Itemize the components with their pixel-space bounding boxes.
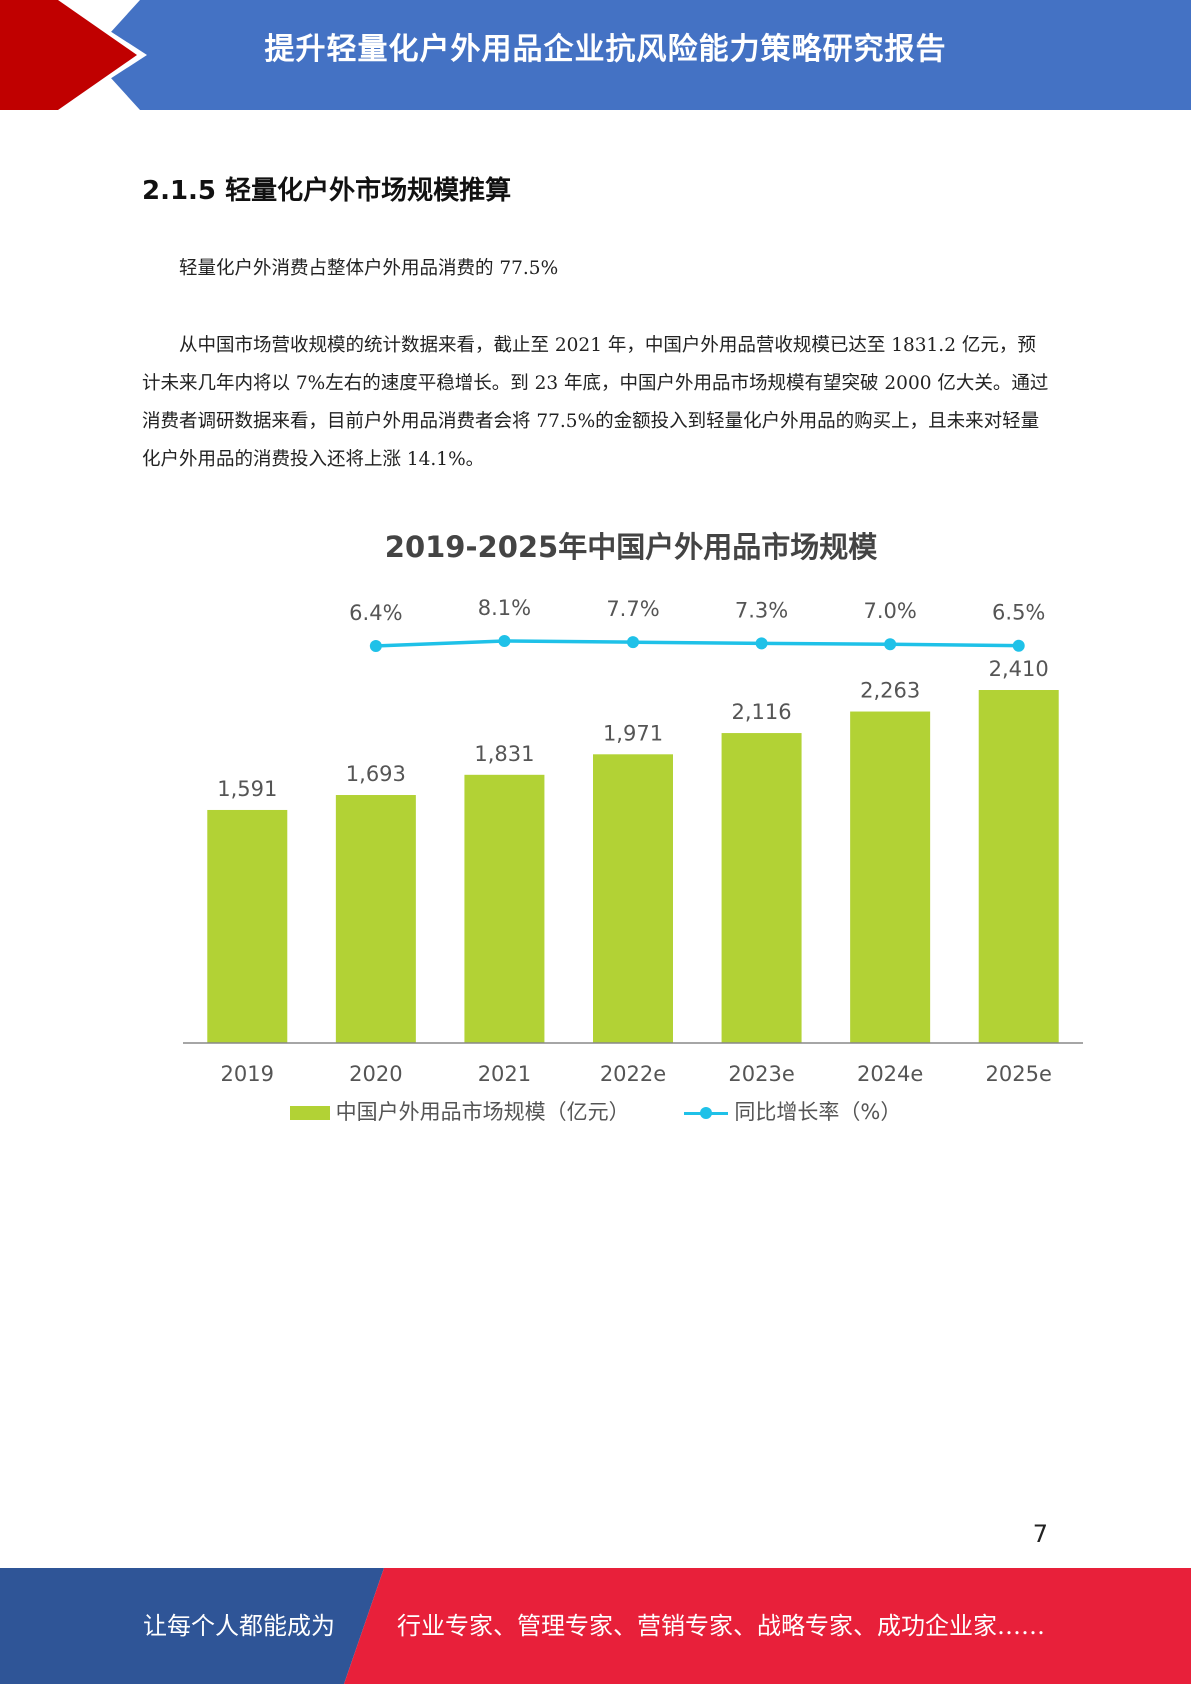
footer-band: 让每个人都能成为 行业专家、管理专家、营销专家、战略专家、成功企业家…… bbox=[0, 1568, 1191, 1684]
legend-label-growth-rate: 同比增长率（%） bbox=[734, 1100, 902, 1124]
report-title: 提升轻量化户外用品企业抗风险能力策略研究报告 bbox=[264, 32, 947, 67]
x-tick-label-2021: 2021 bbox=[478, 1062, 531, 1086]
legend-line-swatch bbox=[684, 1106, 729, 1120]
page-number: 7 bbox=[1032, 1520, 1048, 1548]
growth-rate-line bbox=[375, 639, 1019, 648]
growth-rate-point-2021 bbox=[498, 635, 511, 647]
x-tick-label-2025e: 2025e bbox=[986, 1062, 1052, 1086]
footer-background bbox=[0, 1568, 1191, 1684]
bar-value-label-2021: 1,831 bbox=[474, 742, 534, 766]
bar-value-label-2019: 1,591 bbox=[217, 777, 277, 801]
bar-2019 bbox=[207, 809, 288, 1043]
growth-rate-label-2021: 8.1% bbox=[478, 596, 531, 620]
bar-value-label-2025e: 2,410 bbox=[989, 657, 1049, 681]
growth-rate-label-2020: 6.4% bbox=[349, 601, 402, 625]
market-size-chart: 2019-2025年中国户外用品市场规模 1,591 2019 1,693 2020 1… bbox=[0, 510, 1191, 1130]
legend-item-market-size: 中国户外用品市场规模（亿元） bbox=[289, 1096, 630, 1126]
header-chevron-decoration bbox=[0, 0, 147, 110]
bar-2025e bbox=[978, 690, 1059, 1043]
growth-rate-label-2024e: 7.0% bbox=[863, 599, 916, 623]
paragraph-market-analysis: 从中国市场营收规模的统计数据来看，截止至 2021 年，中国户外用品营收规模已达… bbox=[142, 335, 1049, 470]
section-heading: 2.1.5 轻量化户外市场规模推算 bbox=[142, 176, 512, 206]
bar-value-label-2024e: 2,263 bbox=[860, 679, 920, 703]
chart-title: 2019-2025年中国户外用品市场规模 bbox=[384, 530, 878, 564]
footer-slogan-right: 行业专家、管理专家、营销专家、战略专家、成功企业家…… bbox=[397, 1612, 1045, 1640]
bar-2022e bbox=[593, 754, 673, 1043]
bar-2020 bbox=[335, 795, 416, 1043]
legend-item-growth-rate: 同比增长率（%） bbox=[684, 1096, 901, 1126]
x-tick-label-2019: 2019 bbox=[221, 1062, 274, 1086]
growth-rate-point-2022e bbox=[627, 636, 639, 649]
bar-2024e bbox=[850, 711, 931, 1043]
growth-rate-point-2023e bbox=[755, 637, 768, 650]
growth-rate-point-2020 bbox=[369, 640, 382, 652]
growth-rate-point-2024e bbox=[884, 638, 897, 651]
chart-legend: 中国户外用品市场规模（亿元） 同比增长率（%） bbox=[0, 1096, 1191, 1126]
paragraph-summary: 轻量化户外消费占整体户外用品消费的 77.5% bbox=[179, 258, 559, 279]
header-band: 提升轻量化户外用品企业抗风险能力策略研究报告 bbox=[0, 0, 1191, 110]
growth-rate-label-2025e: 6.5% bbox=[992, 601, 1045, 625]
bar-value-label-2023e: 2,116 bbox=[732, 700, 792, 724]
legend-label-market-size: 中国户外用品市场规模（亿元） bbox=[335, 1100, 630, 1124]
x-tick-label-2024e: 2024e bbox=[857, 1062, 923, 1086]
growth-rate-label-2023e: 7.3% bbox=[735, 598, 788, 622]
footer-slogan-left: 让每个人都能成为 bbox=[143, 1612, 335, 1640]
x-tick-label-2020: 2020 bbox=[349, 1062, 402, 1086]
bar-2023e bbox=[721, 733, 802, 1043]
growth-rate-label-2022e: 7.7% bbox=[606, 597, 659, 621]
bar-value-label-2020: 1,693 bbox=[346, 762, 406, 786]
growth-rate-point-2025e bbox=[1012, 639, 1025, 652]
legend-bar-swatch bbox=[289, 1106, 330, 1120]
bar-2021 bbox=[464, 774, 545, 1043]
bar-value-label-2022e: 1,971 bbox=[603, 721, 663, 745]
x-tick-label-2022e: 2022e bbox=[600, 1062, 666, 1086]
chart-plot: 1,591 2019 1,693 2020 1,831 2021 1,971 2022e 2,1… bbox=[183, 596, 1083, 1086]
x-tick-label-2023e: 2023e bbox=[728, 1062, 794, 1086]
